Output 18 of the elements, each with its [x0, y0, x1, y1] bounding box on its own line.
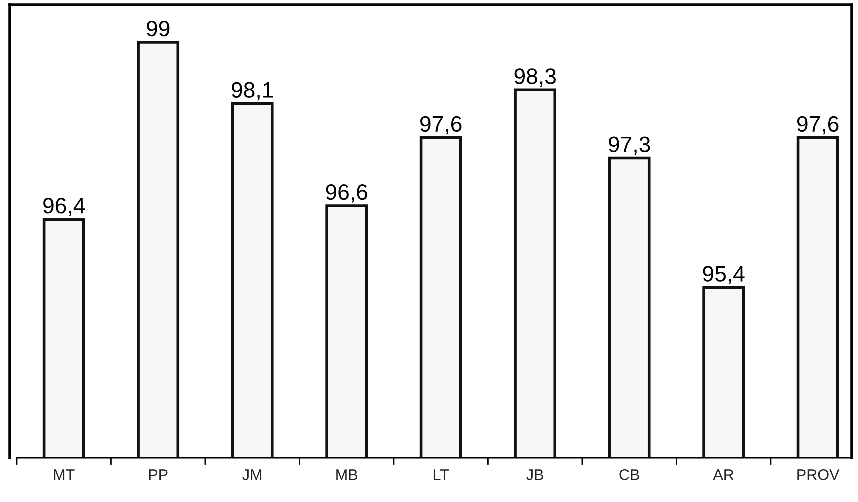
data-label: 97,6: [797, 116, 839, 135]
x-tick-label: LT: [434, 470, 450, 480]
x-tick-label: JM: [242, 470, 262, 480]
data-label: 96,6: [326, 184, 368, 203]
data-label: 97,3: [608, 136, 650, 156]
x-tick-label: MB: [336, 470, 358, 480]
x-tick-label: MT: [54, 470, 75, 480]
x-tick-label: PROV: [798, 470, 840, 480]
x-tick-label: AR: [713, 470, 734, 480]
x-tick-label: JB: [526, 470, 544, 480]
x-tick-label: CB: [620, 470, 640, 480]
data-label: 99: [147, 20, 170, 37]
x-tick-label: PP: [149, 470, 168, 480]
data-label: 98,1: [232, 82, 274, 101]
data-label: 98,3: [514, 68, 556, 87]
data-label: 97,6: [420, 116, 462, 135]
data-label: 96,4: [44, 198, 86, 216]
data-label: 95,4: [703, 266, 745, 285]
